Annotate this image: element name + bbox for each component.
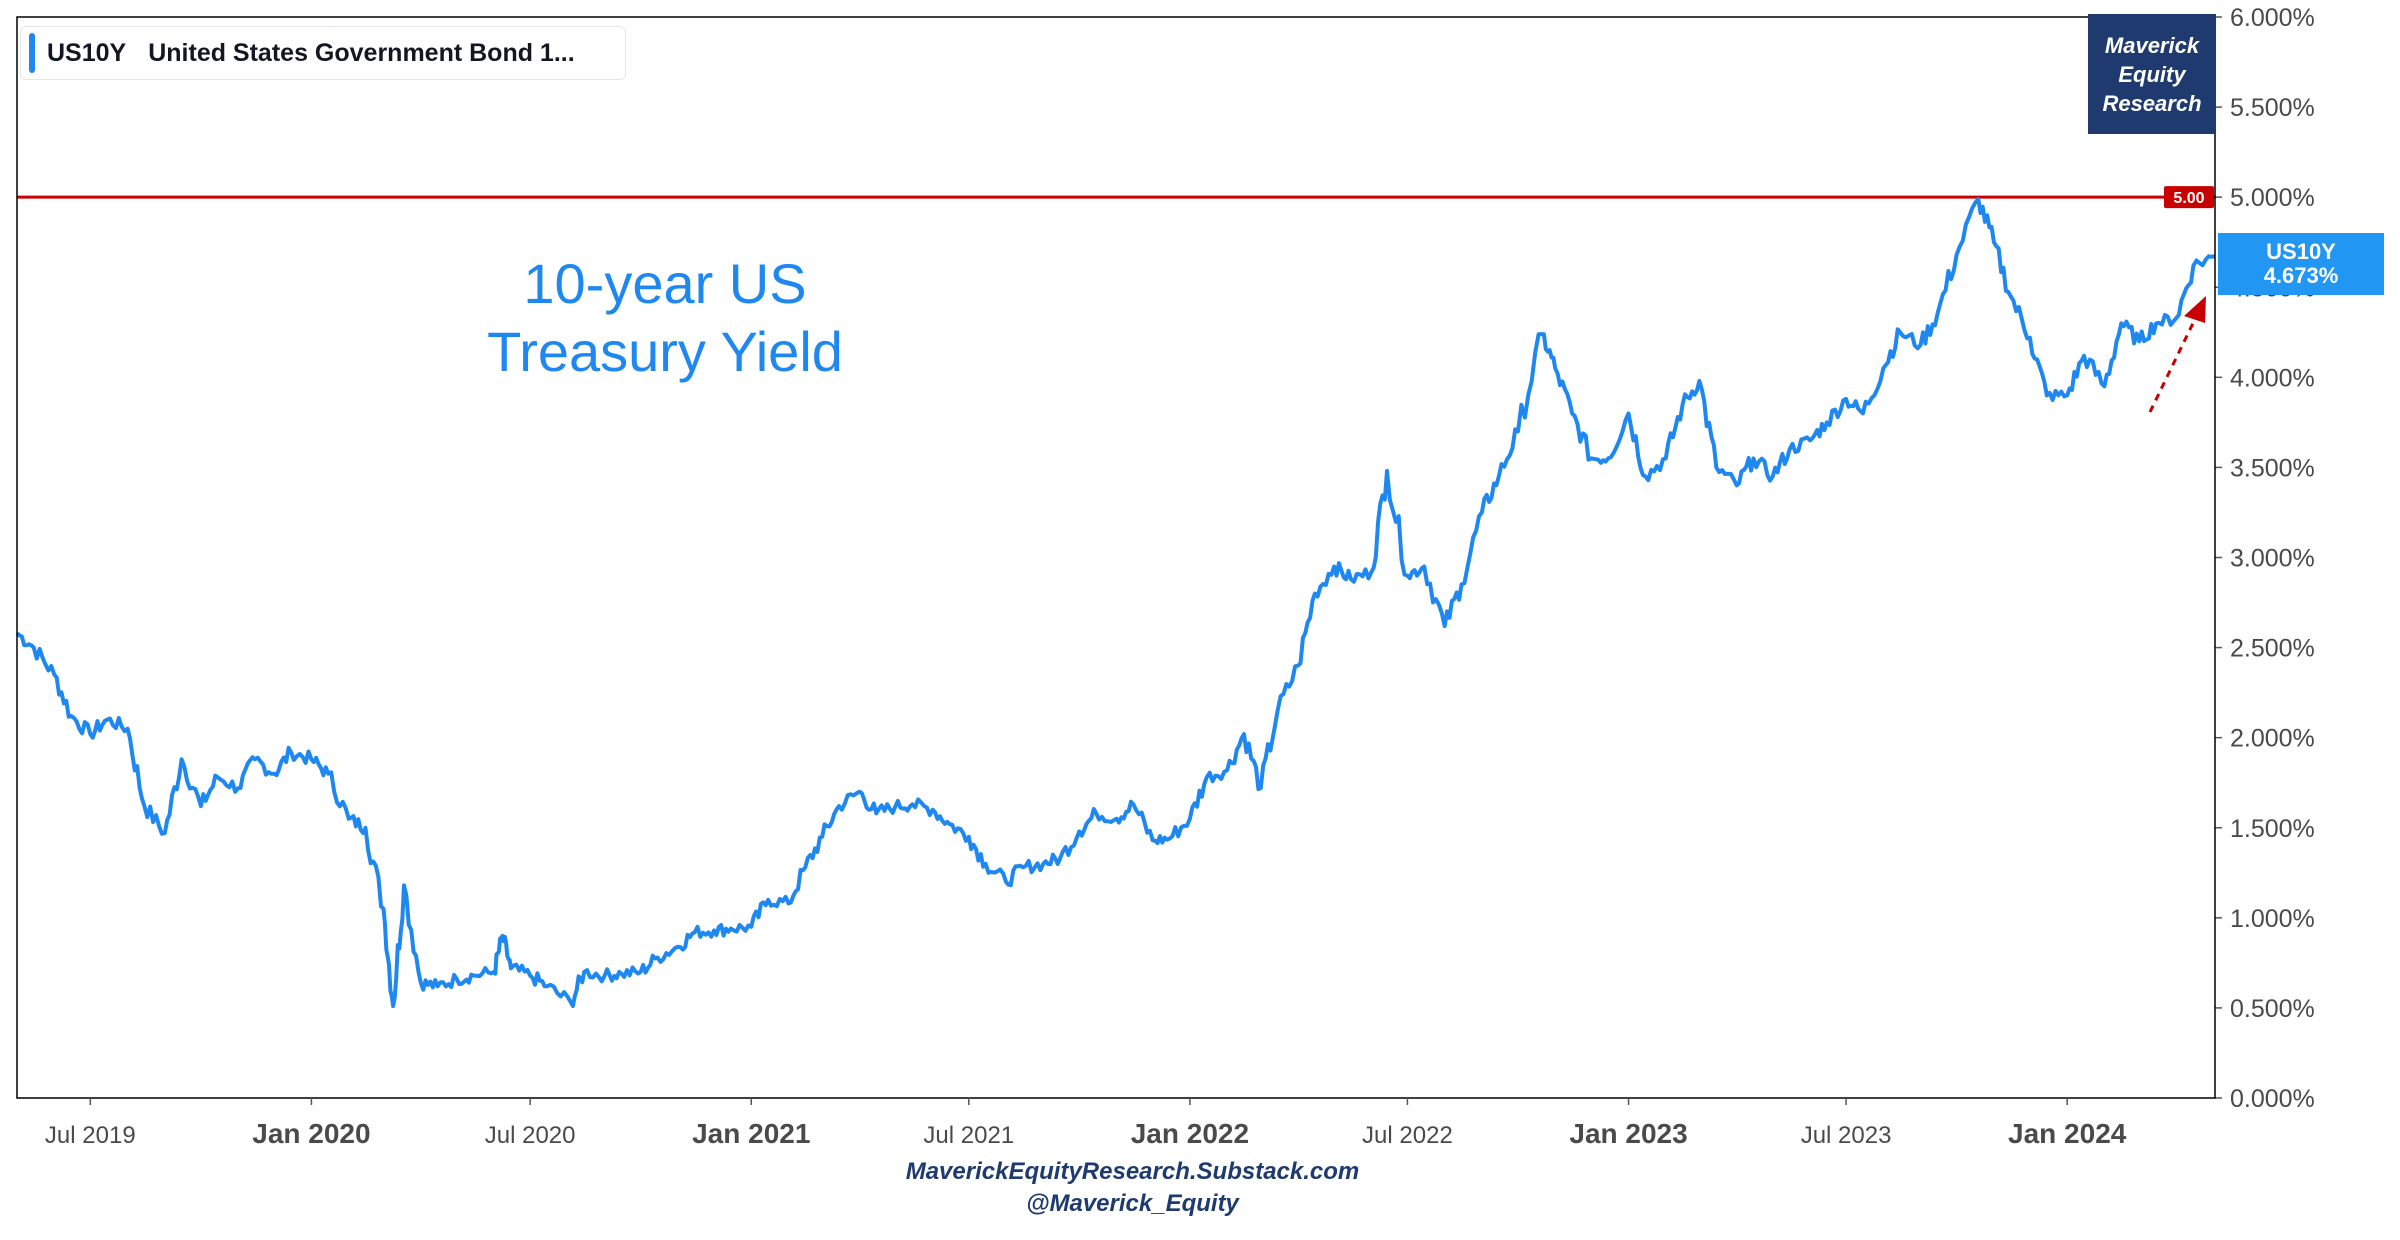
- x-tick-label: Jan 2024: [2008, 1118, 2127, 1149]
- x-tick-label: Jul 2020: [485, 1122, 576, 1149]
- legend[interactable]: US10Y United States Government Bond 1...: [20, 26, 626, 80]
- legend-label: US10Y United States Government Bond 1...: [47, 39, 575, 68]
- y-tick-label: 1.500%: [2230, 815, 2315, 843]
- y-tick-label: 0.000%: [2230, 1085, 2315, 1113]
- y-tick-label: 5.000%: [2230, 184, 2315, 212]
- brand-line: Research: [2102, 90, 2202, 116]
- y-tick-label: 0.500%: [2230, 995, 2315, 1023]
- y-tick-label: 2.500%: [2230, 635, 2315, 663]
- arrow-annotation: [2148, 296, 2206, 413]
- x-tick-label: Jan 2022: [1131, 1118, 1249, 1149]
- chart-title-line1: 10-year US: [523, 252, 807, 315]
- x-tick-label: Jul 2022: [1362, 1122, 1453, 1149]
- chart-title: 10-year US Treasury Yield: [440, 250, 890, 386]
- x-tick-label: Jan 2020: [252, 1118, 370, 1149]
- last-price-tag: US10Y 4.673%: [2218, 233, 2384, 295]
- x-tick-label: Jul 2021: [923, 1122, 1014, 1149]
- legend-name: United States Government Bond 1...: [148, 38, 575, 67]
- reference-line-label: 5.00: [2164, 186, 2214, 209]
- brand-line: Equity: [2118, 61, 2186, 87]
- plot-area: [16, 16, 2216, 1099]
- y-tick-label: 2.000%: [2230, 725, 2315, 753]
- y-tick-label: 3.000%: [2230, 545, 2315, 573]
- svg-text:5.00: 5.00: [2173, 190, 2204, 207]
- footer-handle[interactable]: @Maverick_Equity: [1026, 1190, 1239, 1217]
- brand-logo: Maverick Equity Research: [2088, 14, 2216, 134]
- x-axis: Jul 2019 Jan 2020 Jul 2020 Jan 2021 Jul 2021…: [45, 1098, 2127, 1149]
- y-tick-label: 6.000%: [2230, 4, 2315, 32]
- price-tag-value: 4.673%: [2263, 263, 2339, 288]
- brand-line: Maverick: [2104, 32, 2200, 58]
- price-tag-symbol: US10Y: [2266, 239, 2336, 264]
- series-line-us10y: [15, 197, 2216, 1009]
- y-tick-marks: [2215, 16, 2222, 1099]
- x-tick-label: Jul 2019: [45, 1122, 136, 1149]
- x-tick-label: Jan 2021: [692, 1118, 810, 1149]
- chart-title-line2: Treasury Yield: [487, 320, 843, 383]
- arrow-head-icon: [2184, 296, 2206, 323]
- footer-site[interactable]: MaverickEquityResearch.Substack.com: [905, 1158, 1360, 1185]
- y-tick-label: 4.000%: [2230, 364, 2315, 392]
- x-tick-label: Jan 2023: [1569, 1118, 1687, 1149]
- y-tick-label: 1.000%: [2230, 905, 2315, 933]
- legend-symbol: US10Y: [47, 38, 127, 67]
- y-tick-label: 3.500%: [2230, 454, 2315, 482]
- x-tick-label: Jul 2023: [1801, 1122, 1892, 1149]
- y-tick-label: 5.500%: [2230, 94, 2315, 122]
- legend-swatch: [29, 33, 35, 73]
- y-axis: 0.000% 0.500% 1.000% 1.500% 2.000% 2.500% 3.00…: [2230, 4, 2315, 1113]
